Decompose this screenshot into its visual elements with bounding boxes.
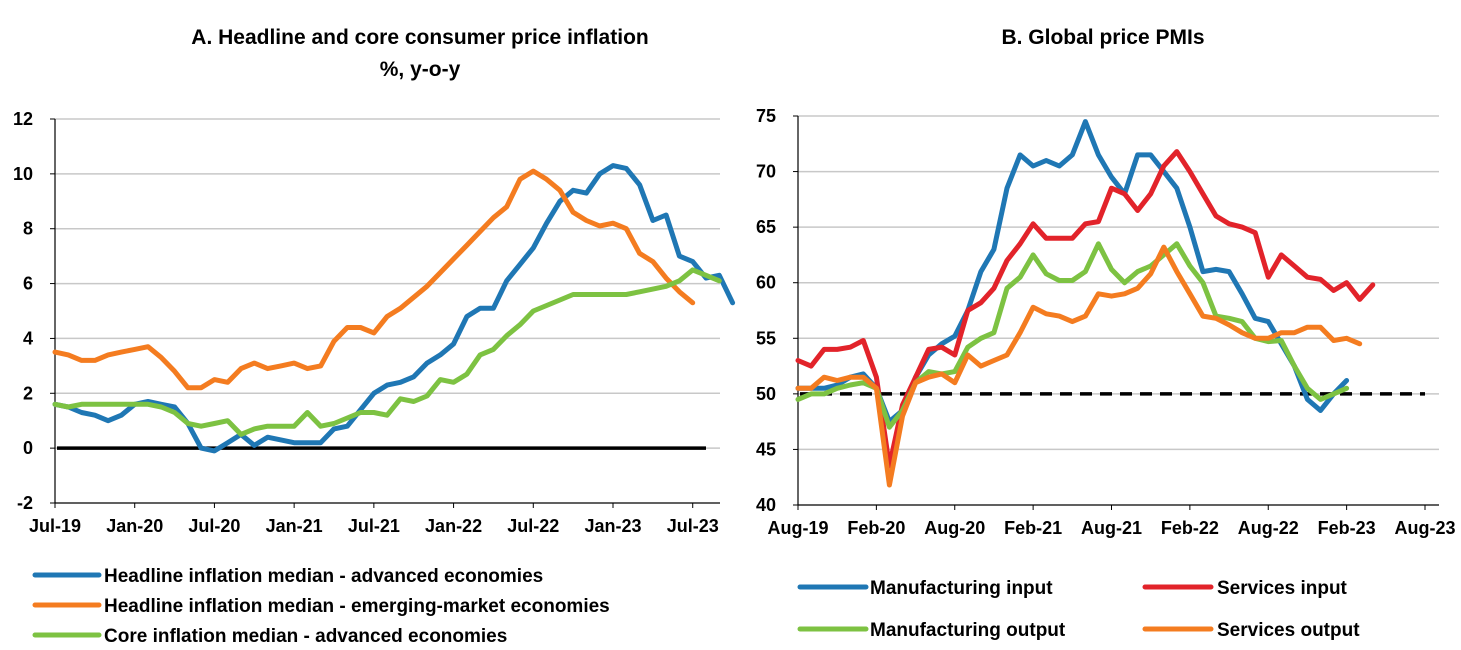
y-tick-label: 70	[756, 162, 776, 182]
panel-a-subtitle: %, y-o-y	[380, 58, 461, 81]
y-tick-label: 55	[756, 328, 776, 348]
x-tick-label: Aug-19	[767, 518, 828, 538]
y-tick-label: 50	[756, 384, 776, 404]
x-tick-label: Jan-22	[425, 516, 482, 536]
x-tick-label: Jul-20	[188, 516, 240, 536]
series-line	[52, 267, 722, 437]
legend-label: Manufacturing output	[870, 620, 1066, 641]
x-tick-label: Feb-23	[1318, 518, 1376, 538]
y-tick-label: 12	[13, 109, 33, 129]
panel-a: A. Headline and core consumer price infl…	[13, 26, 736, 647]
legend-label: Headline inflation median - emerging-mar…	[104, 596, 610, 617]
legend-label: Services output	[1217, 620, 1360, 641]
y-tick-label: 65	[756, 217, 776, 237]
y-tick-label: 6	[23, 274, 33, 294]
panel-b-series	[795, 119, 1425, 488]
x-tick-label: Feb-20	[847, 518, 905, 538]
x-tick-label: Jul-23	[667, 516, 719, 536]
legend-label: Services input	[1217, 578, 1348, 599]
y-tick-label: 4	[23, 328, 33, 348]
y-tick-label: 8	[23, 219, 33, 239]
x-tick-label: Jan-23	[584, 516, 641, 536]
x-tick-label: Jan-21	[266, 516, 323, 536]
series-line	[795, 149, 1376, 469]
series-line	[52, 163, 736, 454]
x-tick-label: Jul-22	[507, 516, 559, 536]
y-tick-label: 0	[23, 438, 33, 458]
panel-b: B. Global price PMIs 75 70 65 60 55 50 45 40 Aug…	[756, 26, 1456, 641]
series-line	[52, 168, 696, 391]
panel-b-legend: Manufacturing input Services input Manufac…	[797, 578, 1360, 641]
x-tick-label: Aug-20	[924, 518, 985, 538]
panel-b-axes: 75 70 65 60 55 50 45 40 Aug-19 Feb-20 Aug-20 Feb-21…	[756, 106, 1456, 538]
x-tick-label: Jan-20	[106, 516, 163, 536]
x-tick-label: Feb-21	[1004, 518, 1062, 538]
y-tick-label: 60	[756, 273, 776, 293]
legend-label: Core inflation median - advanced economi…	[104, 626, 507, 647]
x-tick-label: Feb-22	[1161, 518, 1219, 538]
series-line	[795, 244, 1363, 488]
y-tick-label: 45	[756, 439, 776, 459]
y-tick-label: 75	[756, 106, 776, 126]
panel-a-legend: Headline inflation median - advanced eco…	[32, 566, 610, 647]
x-tick-label: Aug-23	[1394, 518, 1455, 538]
y-tick-label: 10	[13, 164, 33, 184]
legend-label: Headline inflation median - advanced eco…	[104, 566, 543, 587]
panel-a-series	[52, 163, 736, 454]
panel-a-axes: 12 10 8 6 4 2 0 -2 Jul-19 Jan-20 Jul-20 Jan-21 Jul-2…	[13, 109, 720, 536]
panel-a-title: A. Headline and core consumer price infl…	[191, 26, 648, 49]
x-tick-label: Aug-21	[1081, 518, 1142, 538]
y-tick-label: -2	[17, 493, 33, 513]
x-tick-label: Jul-21	[348, 516, 400, 536]
legend-label: Manufacturing input	[870, 578, 1053, 599]
x-tick-label: Jul-19	[29, 516, 81, 536]
y-tick-label: 2	[23, 383, 33, 403]
x-tick-label: Aug-22	[1238, 518, 1299, 538]
panel-b-title: B. Global price PMIs	[1001, 26, 1204, 49]
y-tick-label: 40	[756, 495, 776, 515]
